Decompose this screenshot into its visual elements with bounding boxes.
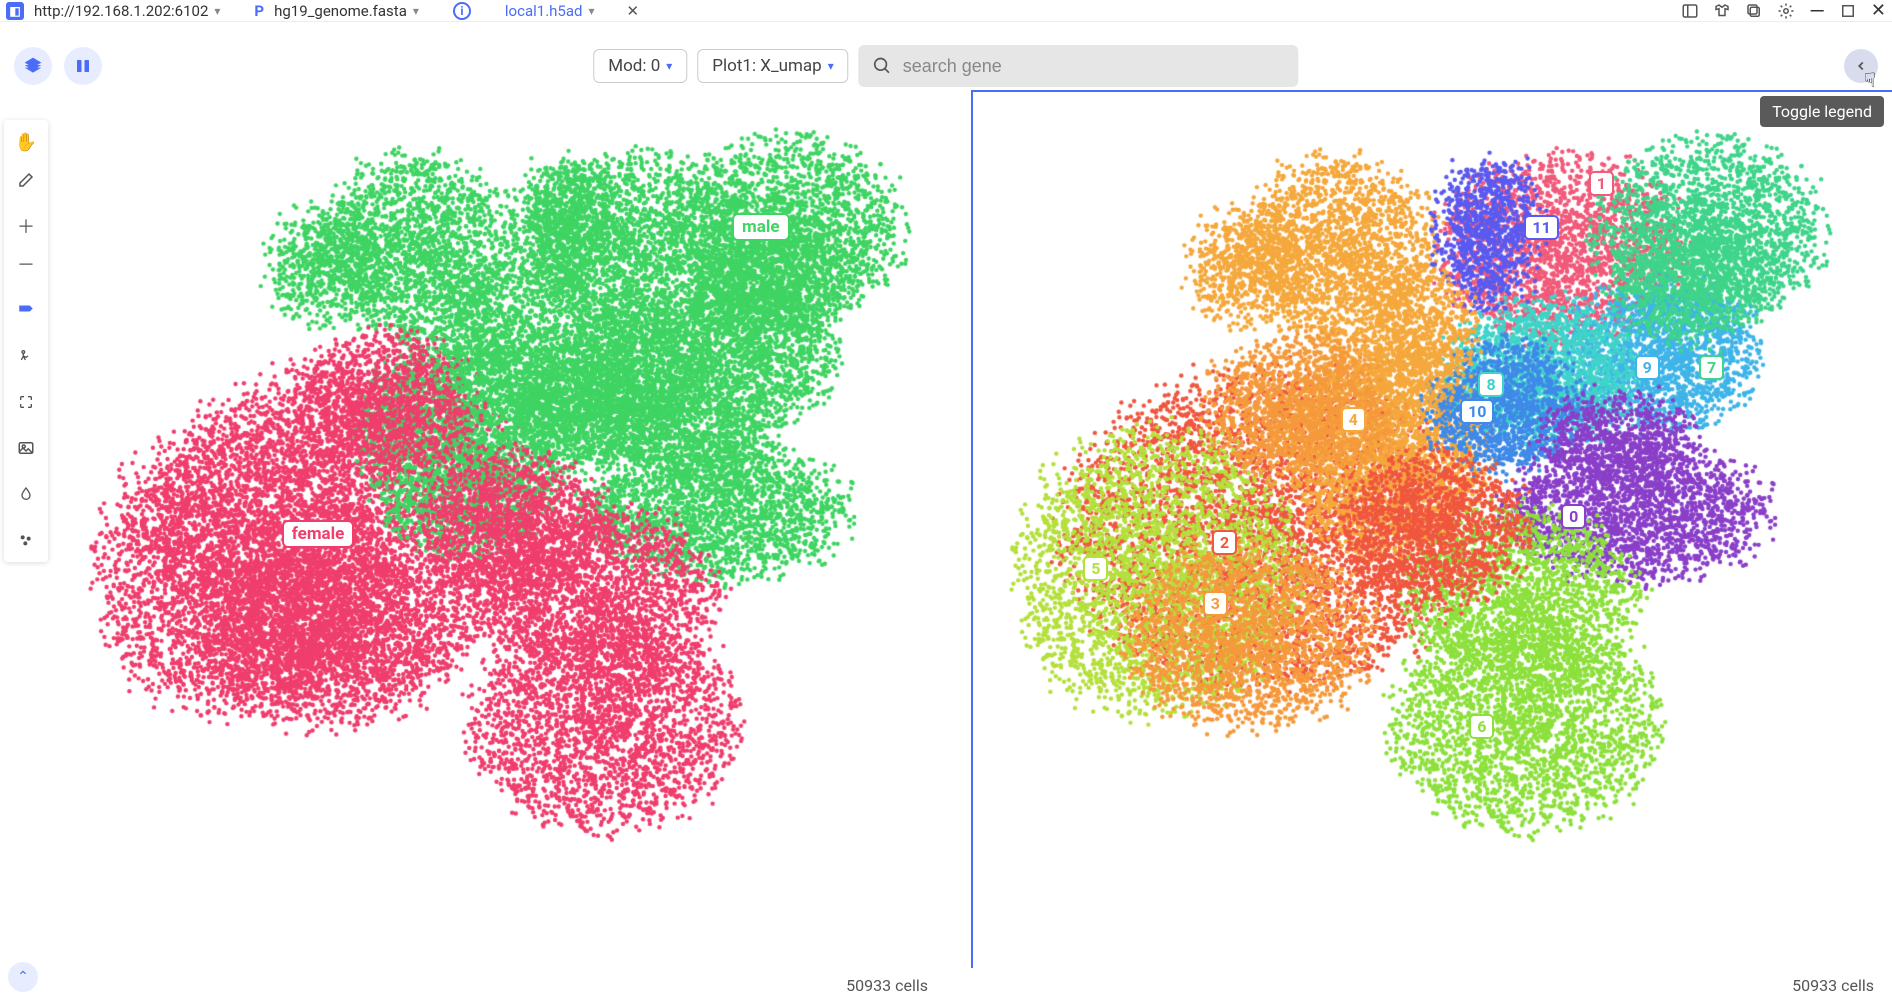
cluster-label: 1 [1589, 171, 1614, 196]
cluster-label: 4 [1341, 407, 1366, 432]
chevron-down-icon[interactable]: ▾ [214, 4, 220, 18]
edit-tool[interactable] [8, 162, 44, 198]
chevron-down-icon[interactable]: ▾ [413, 4, 419, 18]
minimize-icon[interactable]: — [1809, 0, 1825, 23]
plot-area: male female 0 1 2 3 4 5 6 7 8 9 10 11 [0, 90, 1892, 968]
info-icon[interactable]: i [453, 2, 471, 20]
plot-left[interactable]: male female [52, 90, 973, 968]
tag-tool[interactable] [8, 292, 44, 328]
fullscreen-tool[interactable] [8, 384, 44, 420]
cluster-label: 7 [1699, 355, 1724, 380]
cluster-label: 5 [1083, 556, 1108, 581]
cluster-label: 3 [1203, 591, 1228, 616]
panel-tshirt-icon[interactable] [1713, 2, 1731, 20]
file1-badge: P [254, 2, 264, 20]
image-tool[interactable] [8, 430, 44, 466]
search-box[interactable] [859, 45, 1299, 87]
chevron-down-icon[interactable]: ▾ [588, 4, 594, 18]
layers-button[interactable] [14, 47, 52, 85]
plot-label: Plot1: X_umap [712, 56, 821, 76]
panel-copy-icon[interactable] [1745, 2, 1763, 20]
cluster-label: 0 [1561, 504, 1586, 529]
cluster-label: 6 [1469, 714, 1494, 739]
maximize-icon[interactable] [1839, 2, 1857, 20]
topbar: ◧ http://192.168.1.202:6102 ▾ P hg19_gen… [0, 0, 1892, 22]
chevron-down-icon: ▾ [666, 59, 672, 73]
split-view-button[interactable] [64, 47, 102, 85]
plot-right[interactable]: 0 1 2 3 4 5 6 7 8 9 10 11 [973, 90, 1892, 968]
plot-label: male [732, 213, 790, 241]
cluster-label: 8 [1478, 372, 1503, 397]
close-tab-icon[interactable]: ✕ [627, 2, 640, 20]
cluster-label: 11 [1524, 215, 1558, 240]
zoom-out-tool[interactable]: － [8, 246, 44, 282]
app-icon: ◧ [6, 2, 24, 20]
mod-dropdown[interactable]: Mod: 0 ▾ [593, 49, 687, 83]
close-icon[interactable]: ✕ [1871, 0, 1886, 21]
cluster-label: 9 [1635, 355, 1660, 380]
scatter-tool[interactable] [8, 522, 44, 558]
url-field[interactable]: http://192.168.1.202:6102 [34, 2, 208, 20]
file1-name[interactable]: hg19_genome.fasta [274, 2, 407, 20]
search-icon [873, 56, 893, 76]
scatter-canvas-right [973, 92, 1892, 968]
mod-label: Mod: 0 [608, 56, 660, 76]
window-icons: — ✕ [1681, 0, 1886, 23]
plot-label: female [282, 520, 355, 548]
cluster-label: 10 [1460, 399, 1494, 424]
run-tool[interactable] [8, 338, 44, 374]
search-input[interactable] [903, 56, 1285, 77]
expand-bottom-button[interactable]: ⌃ [8, 962, 38, 992]
zoom-in-tool[interactable]: ＋ [8, 208, 44, 244]
gear-icon[interactable] [1777, 2, 1795, 20]
droplet-tool[interactable] [8, 476, 44, 512]
file2-name[interactable]: local1.h5ad [505, 2, 583, 20]
statusbar: 50933 cells 50933 cells [0, 970, 1892, 1000]
chevron-down-icon: ▾ [828, 59, 834, 73]
toggle-legend-button[interactable] [1844, 49, 1878, 83]
pan-tool[interactable]: ✋ [8, 124, 44, 160]
plot-dropdown[interactable]: Plot1: X_umap ▾ [697, 49, 848, 83]
cluster-label: 2 [1212, 530, 1237, 555]
scatter-canvas-left [52, 90, 971, 968]
side-toolbar: ✋ ＋ － [4, 120, 48, 562]
status-right: 50933 cells [946, 976, 1892, 995]
panel-left-icon[interactable] [1681, 2, 1699, 20]
toolbar: Mod: 0 ▾ Plot1: X_umap ▾ [0, 42, 1892, 90]
status-left: 50933 cells [0, 976, 946, 995]
